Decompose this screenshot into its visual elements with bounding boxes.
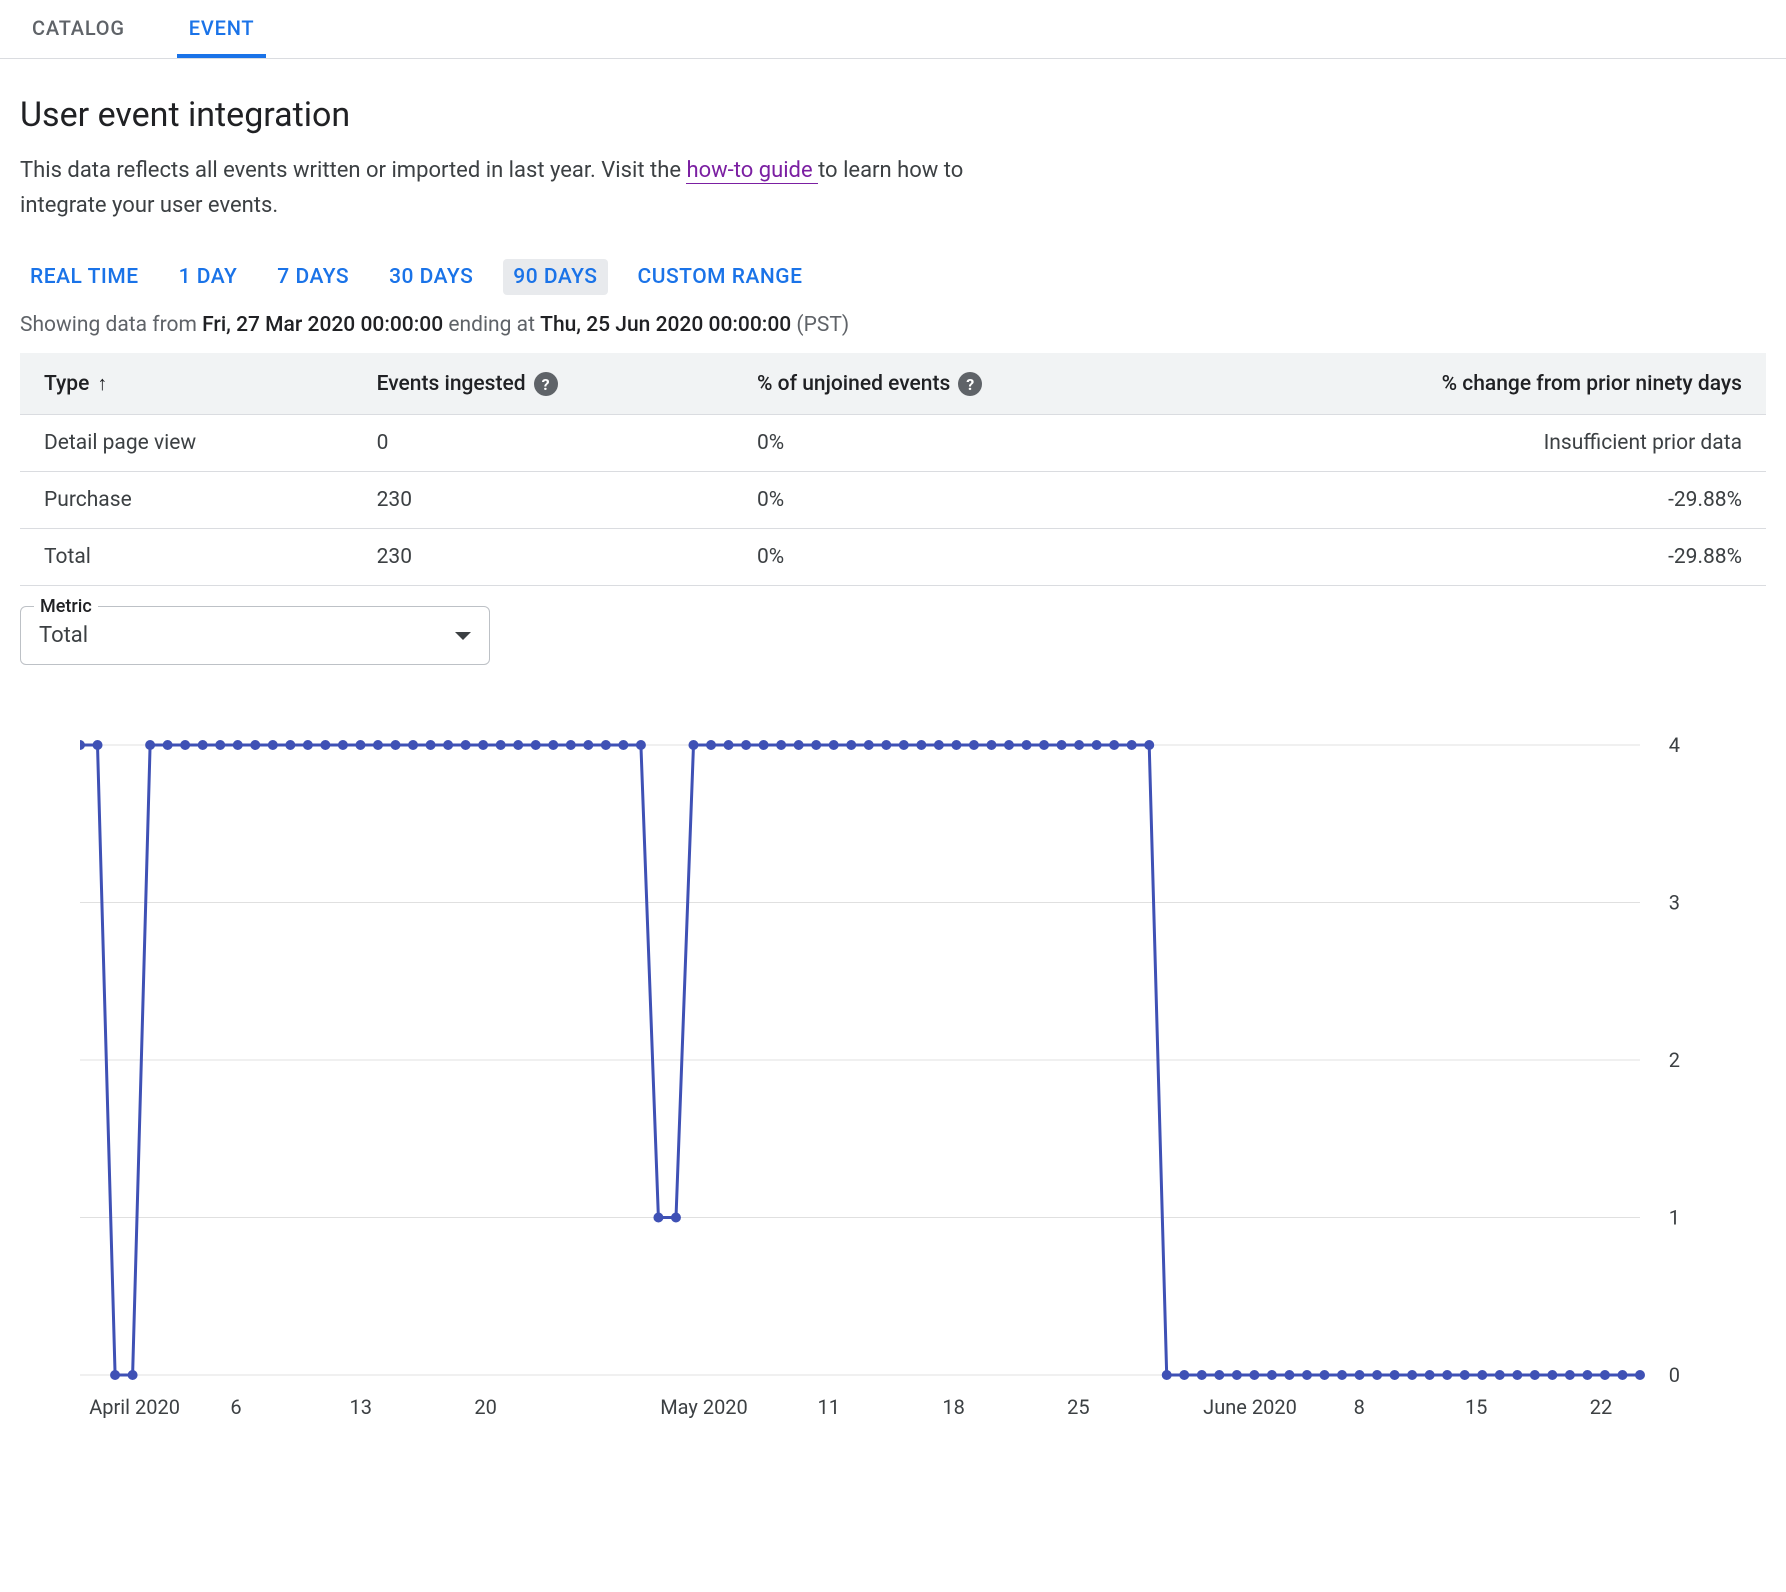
events-table: Type↑Events ingested?% of unjoined event… bbox=[20, 353, 1766, 586]
help-icon[interactable]: ? bbox=[958, 372, 982, 396]
table-cell: -29.88% bbox=[1187, 529, 1766, 586]
page-description: This data reflects all events written or… bbox=[20, 153, 1020, 223]
range-tab-custom-range[interactable]: CUSTOM RANGE bbox=[628, 259, 813, 295]
col-header-label: % of unjoined events bbox=[757, 372, 950, 396]
metric-label: Metric bbox=[34, 596, 98, 617]
y-tick-label: 3 bbox=[1669, 891, 1680, 915]
metric-value: Total bbox=[39, 623, 88, 648]
col-header-label: % change from prior ninety days bbox=[1442, 372, 1742, 396]
content-region: User event integration This data reflect… bbox=[0, 59, 1786, 1485]
help-icon[interactable]: ? bbox=[534, 372, 558, 396]
sort-asc-icon: ↑ bbox=[97, 371, 107, 395]
y-tick-label: 0 bbox=[1669, 1363, 1680, 1387]
page-title: User event integration bbox=[20, 95, 1766, 135]
table-row: Detail page view00%Insufficient prior da… bbox=[20, 415, 1766, 472]
desc-prefix: This data reflects all events written or… bbox=[20, 158, 686, 183]
table-cell: Insufficient prior data bbox=[1187, 415, 1766, 472]
range-tz: (PST) bbox=[791, 313, 849, 337]
x-tick-label: 6 bbox=[230, 1395, 241, 1419]
x-tick-label: 8 bbox=[1354, 1395, 1365, 1419]
x-tick-label: May 2020 bbox=[660, 1395, 748, 1419]
chevron-down-icon bbox=[455, 632, 471, 640]
table-cell: Total bbox=[20, 529, 353, 586]
x-tick-label: 13 bbox=[350, 1395, 372, 1419]
range-tab-1-day[interactable]: 1 DAY bbox=[169, 259, 248, 295]
x-tick-label: June 2020 bbox=[1203, 1395, 1297, 1419]
date-range-tabs: REAL TIME 1 DAY 7 DAYS 30 DAYS 90 DAYS CUSTOM… bbox=[20, 259, 1766, 295]
table-cell: -29.88% bbox=[1187, 472, 1766, 529]
date-range-info: Showing data from Fri, 27 Mar 2020 00:00… bbox=[20, 313, 1766, 337]
range-prefix: Showing data from bbox=[20, 313, 202, 337]
x-tick-label: 15 bbox=[1465, 1395, 1487, 1419]
x-tick-label: 18 bbox=[942, 1395, 964, 1419]
range-to: Thu, 25 Jun 2020 00:00:00 bbox=[540, 313, 791, 337]
table-cell: Purchase bbox=[20, 472, 353, 529]
col-header-label: Events ingested bbox=[377, 372, 526, 396]
range-middle: ending at bbox=[443, 313, 540, 337]
x-tick-label: 11 bbox=[818, 1395, 840, 1419]
range-tab-real-time[interactable]: REAL TIME bbox=[20, 259, 149, 295]
col-header-1[interactable]: Events ingested? bbox=[353, 353, 733, 415]
range-from: Fri, 27 Mar 2020 00:00:00 bbox=[202, 313, 443, 337]
table-cell: 0% bbox=[733, 415, 1187, 472]
y-tick-label: 2 bbox=[1669, 1048, 1680, 1072]
metric-field: Metric Total bbox=[20, 606, 490, 665]
table-cell: 0 bbox=[353, 415, 733, 472]
events-line-chart: 0 1 2 3 4 April 2020 6 13 20 May 2020 11 18 25 June … bbox=[20, 735, 1740, 1425]
table-cell: 230 bbox=[353, 472, 733, 529]
table-cell: Detail page view bbox=[20, 415, 353, 472]
x-tick-label: 22 bbox=[1590, 1395, 1612, 1419]
x-axis-labels: April 2020 6 13 20 May 2020 11 18 25 June 2020 8 1… bbox=[80, 1395, 1640, 1425]
top-tabs: CATALOG EVENT bbox=[0, 0, 1786, 59]
x-tick-label: 20 bbox=[474, 1395, 496, 1419]
y-tick-label: 1 bbox=[1669, 1206, 1680, 1230]
range-tab-30-days[interactable]: 30 DAYS bbox=[379, 259, 483, 295]
table-cell: 0% bbox=[733, 472, 1187, 529]
col-header-0[interactable]: Type ↑ bbox=[20, 353, 353, 415]
col-header-2[interactable]: % of unjoined events? bbox=[733, 353, 1187, 415]
x-tick-label: 25 bbox=[1067, 1395, 1089, 1419]
tab-event[interactable]: EVENT bbox=[177, 0, 267, 58]
table-cell: 230 bbox=[353, 529, 733, 586]
how-to-guide-link[interactable]: how-to guide bbox=[686, 158, 818, 184]
x-tick-label: April 2020 bbox=[89, 1395, 180, 1419]
table-row: Total2300%-29.88% bbox=[20, 529, 1766, 586]
table-row: Purchase2300%-29.88% bbox=[20, 472, 1766, 529]
range-tab-90-days[interactable]: 90 DAYS bbox=[503, 259, 607, 295]
tab-catalog[interactable]: CATALOG bbox=[20, 0, 137, 58]
range-tab-7-days[interactable]: 7 DAYS bbox=[267, 259, 359, 295]
table-cell: 0% bbox=[733, 529, 1187, 586]
col-header-label: Type bbox=[44, 372, 89, 396]
col-header-3[interactable]: % change from prior ninety days bbox=[1187, 353, 1766, 415]
y-tick-label: 4 bbox=[1669, 735, 1680, 757]
